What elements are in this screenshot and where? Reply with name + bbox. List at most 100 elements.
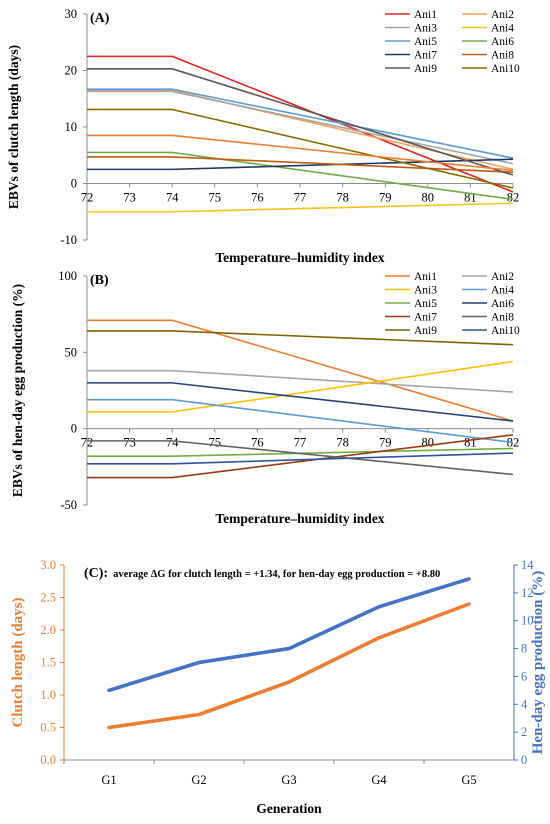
y-tick-label-left: 0.0 (40, 753, 56, 767)
legend-entry: Ani9 (414, 63, 437, 75)
x-tick-label: 76 (251, 191, 264, 205)
x-tick-label: 76 (251, 436, 264, 450)
y-axis-title-right: Hen-day egg production (%) (530, 571, 546, 754)
legend-entry: Ani9 (414, 325, 437, 337)
series-line-hen-day-egg-production (107, 577, 471, 693)
legend-entry: Ani7 (414, 50, 437, 62)
y-tick-label: 100 (58, 269, 77, 283)
series-line-ani9 (87, 68, 514, 176)
legend-entry: Ani4 (491, 285, 514, 297)
x-tick-label: 79 (379, 191, 392, 205)
x-tick-label: G5 (461, 773, 476, 787)
legend-entry: Ani6 (491, 36, 514, 48)
legend-entry: Ani10 (491, 325, 520, 337)
x-tick-label: 78 (336, 191, 349, 205)
x-tick-label: 73 (123, 191, 136, 205)
series-line-ani5 (87, 447, 514, 457)
y-tick-label-left: 2.5 (40, 591, 56, 605)
series-line-ani10 (87, 452, 514, 465)
y-tick-label-left: 1.5 (40, 656, 56, 670)
legend-entry: Ani2 (491, 271, 514, 283)
y-tick-label-right: 8 (521, 642, 527, 656)
legend-entry: Ani3 (414, 285, 437, 297)
x-tick-label: 79 (379, 436, 392, 450)
series-line-ani2 (87, 89, 514, 171)
series-line-ani10 (87, 108, 514, 189)
panel-c: 0.0 0.5 1.0 1.5 2.0 2.5 3.0 0 2 4 6 8 10 12 14 G1 G2 G3 G4… (10, 558, 546, 816)
y-tick-label-left: 2.0 (40, 623, 56, 637)
y-tick-label: 0 (71, 177, 77, 191)
y-tick-label-right: 10 (521, 614, 534, 628)
y-axis-title-left: Clutch length (days) (10, 597, 26, 727)
x-tick-label: 77 (294, 191, 307, 205)
x-axis-title: Temperature–humidity index (215, 250, 384, 265)
x-tick-label: 72 (81, 436, 94, 450)
y-tick-label-right: 0 (521, 753, 527, 767)
series-line-ani2 (87, 369, 514, 393)
series-line-ani8 (87, 440, 514, 476)
x-tick-label: 74 (166, 436, 179, 450)
panel-label: (A) (90, 11, 110, 26)
x-tick-label: G2 (191, 773, 206, 787)
x-tick-label: 82 (507, 191, 520, 205)
x-tick-label: G3 (281, 773, 296, 787)
x-tick-label: 75 (209, 436, 222, 450)
y-tick-label: -50 (60, 498, 77, 512)
x-tick-label: 77 (294, 436, 307, 450)
series-line-clutch-length (107, 602, 471, 730)
panel-label: (C): (84, 566, 108, 581)
series-line-ani4 (87, 398, 514, 444)
x-axis-title: Generation (256, 801, 322, 816)
legend-entry: Ani7 (414, 312, 437, 324)
legend-entry: Ani6 (491, 298, 514, 310)
y-axis-title: EBVs of hen-day egg production (%) (10, 284, 25, 497)
x-tick-label: 82 (507, 436, 520, 450)
x-tick-label: 80 (422, 436, 435, 450)
series-line-ani5 (87, 88, 514, 159)
x-tick-label: 78 (336, 436, 349, 450)
y-tick-label-left: 3.0 (40, 558, 56, 572)
x-tick-label: G4 (371, 773, 387, 787)
y-tick-label-right: 6 (521, 669, 527, 683)
y-tick-label: 50 (65, 345, 78, 359)
y-tick-label-right: 12 (521, 586, 534, 600)
y-tick-label-right: 14 (521, 558, 534, 572)
y-tick-label: 30 (65, 7, 78, 21)
x-tick-label: 72 (81, 191, 94, 205)
y-tick-label-right: 4 (521, 697, 528, 711)
legend-entry: Ani5 (414, 298, 437, 310)
series-line-ani7 (87, 433, 514, 479)
series-line-ani9 (87, 330, 514, 346)
legend-entry: Ani10 (491, 63, 520, 75)
y-tick-label: 10 (65, 120, 78, 134)
legend-entry: Ani3 (414, 23, 437, 35)
panel-annotation: (C): average ΔG for clutch length = +1.34… (84, 566, 440, 581)
series-line-ani6 (87, 382, 514, 422)
x-tick-label: 74 (166, 191, 179, 205)
x-axis-title: Temperature–humidity index (215, 511, 384, 526)
series-line-extra-10 (87, 134, 514, 172)
y-tick-label: 0 (71, 422, 77, 436)
y-tick-label-right: 2 (521, 725, 527, 739)
y-axis-title: EBVs of clutch length (days) (6, 45, 21, 209)
legend-entry: Ani4 (491, 23, 514, 35)
annotation-text: average ΔG for clutch length = +1.34, fo… (113, 569, 440, 580)
y-tick-label: -10 (60, 233, 77, 247)
legend-entry: Ani5 (414, 36, 437, 48)
x-tick-label: 75 (209, 191, 222, 205)
legend-entry: Ani8 (491, 312, 514, 324)
series-line-ani3 (87, 360, 514, 413)
series-line-ani8 (87, 156, 514, 173)
y-tick-label-left: 0.5 (40, 721, 56, 735)
legend-entry: Ani8 (491, 50, 514, 62)
legend-entry: Ani1 (414, 271, 437, 283)
legend-entry: Ani2 (491, 9, 514, 21)
y-tick-label: 20 (65, 64, 78, 78)
series-line-ani4 (87, 202, 514, 213)
series-line-ani1 (87, 319, 514, 422)
x-tick-label: 80 (422, 191, 435, 205)
series-line-ani6 (87, 151, 514, 201)
